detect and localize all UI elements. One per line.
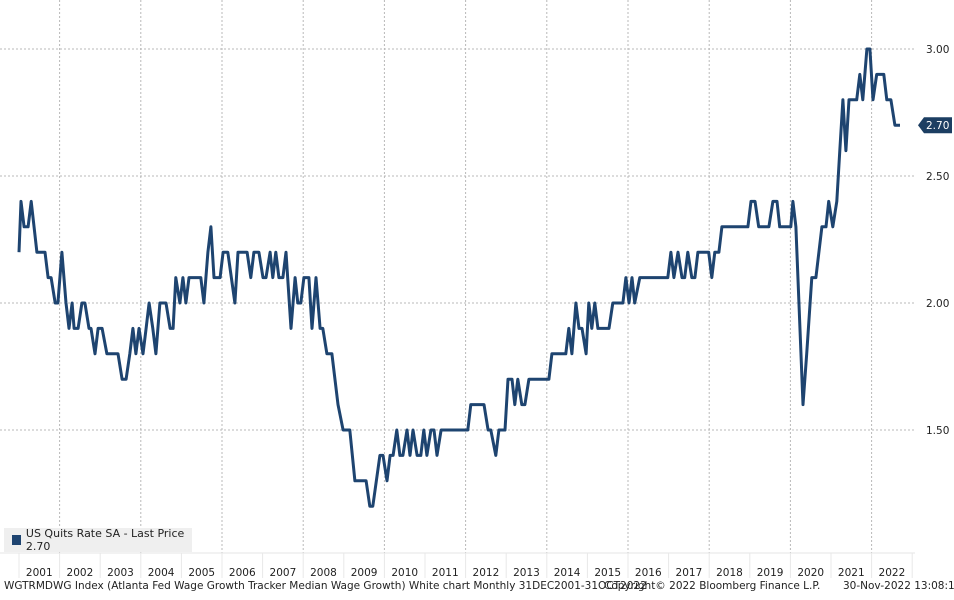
legend: US Quits Rate SA - Last Price 2.70 <box>4 527 192 553</box>
y-axis: 3.00 2.50 2.00 1.50 <box>926 44 949 437</box>
x-tick-label: 2005 <box>188 567 215 579</box>
x-tick-label: 2017 <box>676 567 703 579</box>
x-tick-label: 2019 <box>757 567 784 579</box>
y-tick-label: 1.50 <box>926 425 949 437</box>
x-tick-label: 2022 <box>879 567 906 579</box>
x-tick-label: 2007 <box>270 567 297 579</box>
y-tick-label: 2.50 <box>926 171 949 183</box>
x-tick-label: 2008 <box>310 567 337 579</box>
x-tick-label: 2014 <box>554 567 581 579</box>
legend-swatch <box>12 535 21 545</box>
x-tick-label: 2004 <box>148 567 175 579</box>
footer-copyright: Copyright© 2022 Bloomberg Finance L.P. <box>604 580 821 592</box>
footer-description: WGTRMDWG Index (Atlanta Fed Wage Growth … <box>4 580 647 592</box>
legend-label: US Quits Rate SA - Last Price 2.70 <box>25 527 185 553</box>
grid <box>0 0 915 553</box>
y-tick-label: 3.00 <box>926 44 949 56</box>
footer-timestamp: 30-Nov-2022 13:08:17 <box>843 580 954 592</box>
last-price-tag: 2.70 <box>918 117 952 134</box>
x-tick-label: 2002 <box>67 567 94 579</box>
x-tick-label: 2016 <box>635 567 662 579</box>
x-axis: 2001 2002 2003 2004 2005 2006 2007 2008 2009 2010… <box>0 552 915 579</box>
x-tick-label: 2011 <box>432 567 459 579</box>
x-tick-label: 2010 <box>391 567 418 579</box>
last-price-label: 2.70 <box>926 120 949 132</box>
x-tick-label: 2015 <box>594 567 621 579</box>
x-tick-label: 2020 <box>797 567 824 579</box>
x-tick-label: 2009 <box>351 567 378 579</box>
y-tick-label: 2.00 <box>926 298 949 310</box>
x-tick-label: 2003 <box>107 567 134 579</box>
last-price-tag-shape <box>918 117 952 134</box>
x-tick-label: 2012 <box>473 567 500 579</box>
x-tick-label: 2021 <box>838 567 865 579</box>
x-tick-label: 2006 <box>229 567 256 579</box>
x-tick-label: 2001 <box>26 567 53 579</box>
x-tick-label: 2013 <box>513 567 540 579</box>
x-tick-label: 2018 <box>716 567 743 579</box>
series-line-us-quits-rate <box>17 47 900 508</box>
